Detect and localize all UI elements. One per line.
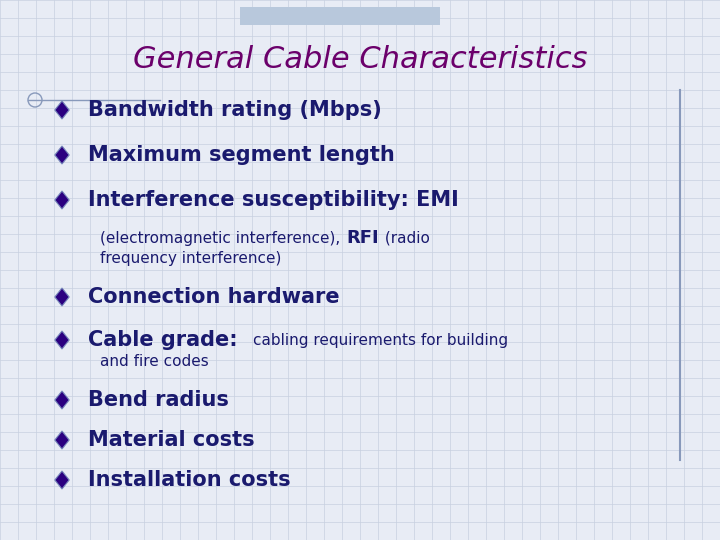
Text: and fire codes: and fire codes <box>100 354 209 369</box>
Text: Bend radius: Bend radius <box>88 390 229 410</box>
Text: (electromagnetic interference),: (electromagnetic interference), <box>100 231 345 246</box>
Polygon shape <box>55 101 69 119</box>
Text: Maximum segment length: Maximum segment length <box>88 145 395 165</box>
Bar <box>240 7 440 25</box>
Text: Interference susceptibility: EMI: Interference susceptibility: EMI <box>88 190 459 210</box>
Text: cabling requirements for building: cabling requirements for building <box>253 333 508 348</box>
Text: General Cable Characteristics: General Cable Characteristics <box>132 45 588 74</box>
Polygon shape <box>55 471 69 489</box>
Polygon shape <box>55 331 69 349</box>
Text: Bandwidth rating (Mbps): Bandwidth rating (Mbps) <box>88 100 382 120</box>
Text: Installation costs: Installation costs <box>88 470 291 490</box>
Text: RFI: RFI <box>346 229 379 247</box>
Polygon shape <box>55 191 69 209</box>
Text: (radio: (radio <box>379 231 430 246</box>
Polygon shape <box>55 288 69 306</box>
Text: Material costs: Material costs <box>88 430 255 450</box>
Text: frequency interference): frequency interference) <box>100 251 282 266</box>
Text: Cable grade:: Cable grade: <box>88 330 252 350</box>
Polygon shape <box>55 431 69 449</box>
Polygon shape <box>55 146 69 164</box>
Text: Connection hardware: Connection hardware <box>88 287 340 307</box>
Polygon shape <box>55 391 69 409</box>
